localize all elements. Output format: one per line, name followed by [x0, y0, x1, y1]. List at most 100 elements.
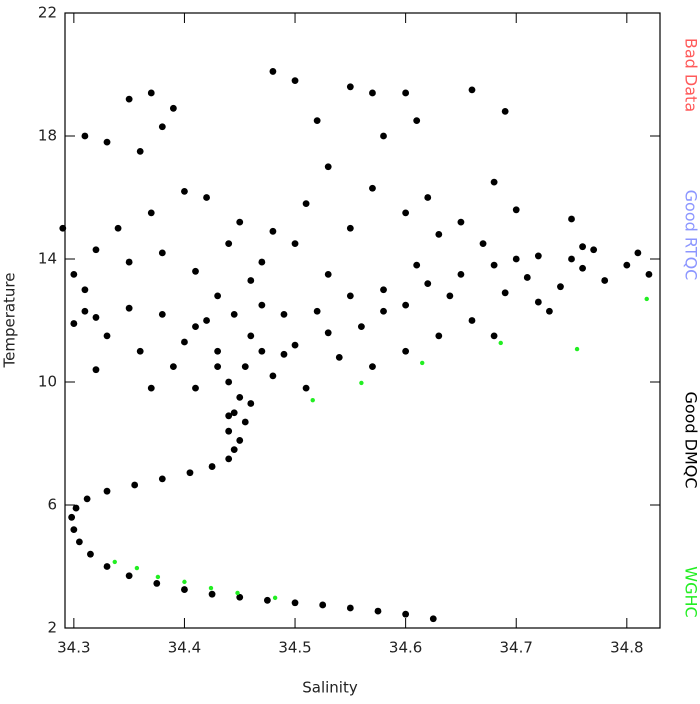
point [93, 366, 100, 373]
point [236, 219, 243, 226]
point [645, 297, 649, 301]
point [214, 348, 221, 355]
point [159, 311, 166, 318]
point [247, 332, 254, 339]
point [314, 308, 321, 315]
point [292, 342, 299, 349]
point [273, 596, 277, 600]
point [402, 90, 409, 97]
point [192, 385, 199, 392]
point [235, 591, 239, 595]
point [402, 302, 409, 309]
legend-label: Bad Data [682, 38, 700, 112]
point [247, 400, 254, 407]
plot-frame [65, 13, 660, 628]
point [225, 240, 232, 247]
y-tick-label: 2 [47, 619, 57, 637]
y-tick-label: 18 [38, 127, 57, 145]
point [575, 347, 579, 351]
point [214, 293, 221, 300]
point [192, 268, 199, 275]
y-tick-label: 10 [38, 373, 57, 391]
point [402, 209, 409, 216]
point [76, 539, 83, 546]
point [499, 341, 503, 345]
point [73, 505, 80, 512]
point [303, 385, 310, 392]
y-tick-label: 14 [38, 250, 57, 268]
point [579, 243, 586, 250]
point [601, 277, 608, 284]
point [258, 259, 265, 266]
point [126, 305, 133, 312]
point [236, 437, 243, 444]
point [113, 560, 117, 564]
point [93, 246, 100, 253]
point [126, 96, 133, 103]
point [270, 228, 277, 235]
x-tick-label: 34.8 [610, 639, 643, 657]
legend-label: WGHC [682, 566, 700, 617]
point [369, 90, 376, 97]
point [93, 314, 100, 321]
point [646, 271, 653, 278]
point [231, 446, 238, 453]
point [446, 293, 453, 300]
point [336, 354, 343, 361]
point [84, 495, 91, 502]
point [380, 286, 387, 293]
point [104, 139, 111, 146]
point [502, 289, 509, 296]
x-axis-title: Salinity [302, 679, 358, 697]
point [623, 262, 630, 269]
point [480, 240, 487, 247]
point [634, 249, 641, 256]
point [347, 605, 354, 612]
point [292, 599, 299, 606]
point [187, 469, 194, 476]
point [568, 256, 575, 263]
point [148, 385, 155, 392]
point [281, 351, 288, 358]
point [209, 586, 213, 590]
point [491, 179, 498, 186]
point [325, 271, 332, 278]
point [325, 163, 332, 170]
point [87, 551, 94, 558]
point [513, 256, 520, 263]
x-tick-label: 34.4 [168, 639, 201, 657]
point [369, 185, 376, 192]
point [311, 398, 315, 402]
point [115, 225, 122, 232]
point [458, 271, 465, 278]
point [430, 615, 437, 622]
point [70, 320, 77, 327]
point [557, 283, 564, 290]
point [435, 332, 442, 339]
point [156, 575, 160, 579]
point [325, 329, 332, 336]
point [181, 586, 188, 593]
point [68, 514, 75, 521]
point [104, 332, 111, 339]
point [458, 219, 465, 226]
point [104, 563, 111, 570]
point [82, 308, 89, 315]
point [214, 363, 221, 370]
legend-label: Good RTQC [682, 190, 700, 281]
point [380, 133, 387, 140]
point [135, 566, 139, 570]
y-tick-label: 22 [38, 4, 57, 22]
point [347, 83, 354, 90]
point [203, 317, 210, 324]
point [192, 323, 199, 330]
point [258, 302, 265, 309]
y-axis-title: Temperature [1, 272, 19, 368]
point [435, 231, 442, 238]
point [270, 372, 277, 379]
point [359, 381, 363, 385]
point [126, 259, 133, 266]
point [347, 293, 354, 300]
point [424, 194, 431, 201]
